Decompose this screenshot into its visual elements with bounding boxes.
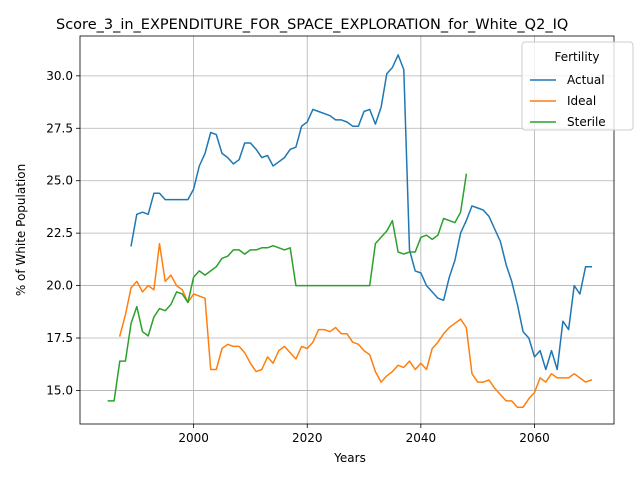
- series-line-sterile: [107, 173, 468, 402]
- y-tick-label: 17.5: [46, 331, 73, 345]
- legend-label-actual: Actual: [567, 73, 605, 87]
- x-tick-label: 2020: [292, 431, 323, 445]
- x-tick-label: 2040: [406, 431, 437, 445]
- legend-box: [521, 41, 634, 131]
- series-group: [107, 54, 593, 408]
- y-axis-label: % of White Population: [14, 164, 28, 296]
- y-tick-label: 22.5: [46, 226, 73, 240]
- y-tick-label: 27.5: [46, 121, 73, 135]
- y-tick-label: 30.0: [46, 69, 73, 83]
- y-tick-label: 20.0: [46, 279, 73, 293]
- chart-title: Score_3_in_EXPENDITURE_FOR_SPACE_EXPLORA…: [56, 17, 568, 33]
- x-axis: 2000 2020 2040 2060: [178, 424, 550, 445]
- legend-label-sterile: Sterile: [567, 115, 606, 129]
- series-line-actual: [130, 54, 593, 371]
- legend-label-ideal: Ideal: [567, 94, 596, 108]
- x-tick-label: 2060: [519, 431, 550, 445]
- y-tick-label: 15.0: [46, 383, 73, 397]
- y-axis: 15.0 17.5 20.0 22.5 25.0 27.5 30.0: [46, 69, 80, 397]
- legend: Fertility Actual Ideal Sterile: [521, 41, 634, 131]
- legend-entries: Actual Ideal Sterile: [530, 73, 606, 129]
- legend-title: Fertility: [554, 50, 599, 64]
- x-axis-label: Years: [333, 451, 366, 465]
- plot-frame: [79, 35, 615, 425]
- series-line-ideal: [118, 242, 593, 408]
- y-tick-label: 25.0: [46, 174, 73, 188]
- x-tick-label: 2000: [178, 431, 209, 445]
